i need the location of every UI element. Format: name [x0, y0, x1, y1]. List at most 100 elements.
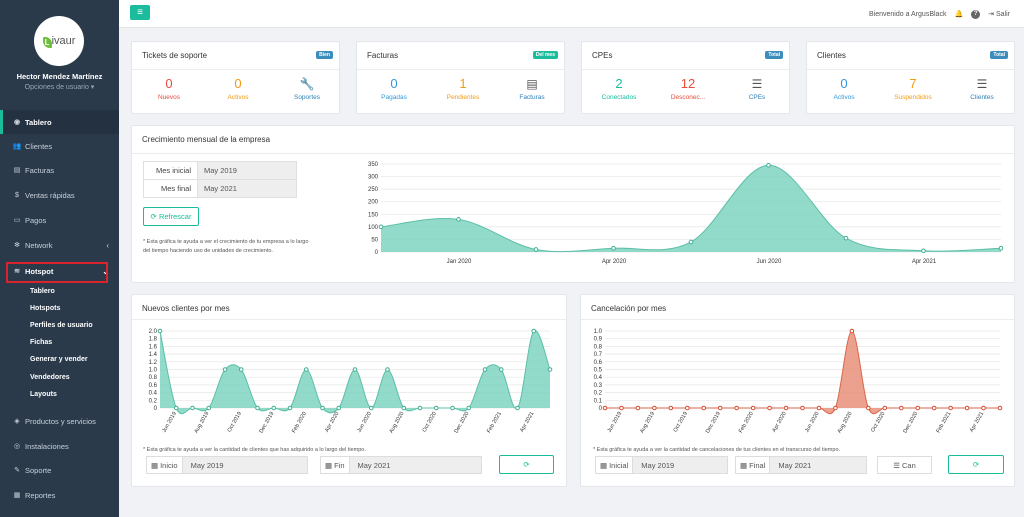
growth-note: * Esta gráfica te ayuda a ver el crecimi… — [143, 239, 309, 254]
stat-item[interactable]: 12 Desconec... — [655, 77, 721, 102]
data-point — [684, 405, 690, 411]
stat-card-badge: Bien — [316, 51, 333, 59]
data-point — [271, 405, 277, 411]
refresh-button[interactable]: ⟳ Refrescar — [143, 207, 199, 226]
data-point — [767, 405, 772, 411]
end-month-label: Mes final — [143, 179, 198, 198]
sidebar-item-instalaciones[interactable]: ◎ Instalaciones — [13, 441, 69, 451]
stat-item[interactable]: 0 Activos — [205, 77, 271, 102]
cancel-end-input[interactable]: May 2021 — [770, 456, 868, 474]
sidebar-subitem-perfiles[interactable]: Perfiles de usuario — [30, 322, 93, 329]
stat-item[interactable]: ☰ CPEs — [724, 77, 790, 101]
y-tick-label: 2.0 — [149, 329, 158, 335]
stat-value: 7 — [909, 76, 917, 91]
new-clients-end-input[interactable]: May 2021 — [349, 456, 482, 474]
new-clients-end[interactable]: ▦ Fin May 2021 — [320, 456, 482, 474]
sidebar-subitem-hotspots[interactable]: Hotspots — [30, 305, 61, 312]
y-tick-label: 0.2 — [594, 391, 603, 397]
data-point — [368, 405, 374, 411]
start-month-label: Mes inicial — [143, 161, 198, 180]
calendar-icon: ▦ — [740, 460, 748, 470]
data-point — [378, 224, 384, 230]
sidebar-item-tablero[interactable]: ◉ Tablero — [0, 110, 119, 134]
sidebar-item-soporte[interactable]: ✎ Soporte — [0, 458, 119, 482]
bell-icon[interactable]: 🔔 — [954, 11, 964, 18]
sidebar-item-reportes[interactable]: ▦ Reportes — [13, 490, 56, 500]
y-tick-label: 0.8 — [149, 375, 158, 381]
sidebar-subitem-vendedores[interactable]: Vendedores — [30, 374, 70, 381]
stat-item[interactable]: 2 Conectados — [586, 77, 652, 102]
sidebar-subitem-fichas[interactable]: Fichas — [30, 339, 53, 346]
area-fill — [381, 165, 1001, 252]
new-clients-note: * Esta gráfica te ayuda a ver la cantida… — [143, 447, 366, 453]
sidebar-item-productos[interactable]: ◈ Productos y servicios — [0, 409, 119, 433]
x-tick-label: Dec 2020 — [454, 411, 471, 434]
y-tick-label: 0.4 — [149, 391, 158, 397]
y-tick-label: 0.1 — [594, 398, 603, 404]
stat-card: Clientes Total 0 Activos 7 Suspendidos ☰ Clie… — [806, 41, 1015, 114]
data-point — [303, 367, 309, 372]
stat-item[interactable]: 0 Nuevos — [136, 77, 202, 102]
user-options-menu[interactable]: Opciones de usuario ▾ — [24, 84, 95, 91]
new-clients-start[interactable]: ▦ Inicio May 2019 — [146, 456, 308, 474]
data-point — [734, 405, 739, 411]
cancel-start-input[interactable]: May 2019 — [633, 456, 729, 474]
stat-label: Conectados — [601, 94, 637, 101]
sidebar-subitem-tablero[interactable]: Tablero — [30, 288, 55, 295]
stat-item[interactable]: 🔧 Soportes — [274, 77, 340, 101]
stat-label: Facturas — [519, 94, 545, 101]
sidebar-item-network[interactable]: ✻ Network ‹ — [0, 233, 119, 257]
welcome-text: Bienvenido a ArgusBlack — [869, 10, 947, 18]
stat-item[interactable]: ▤ Facturas — [499, 77, 565, 101]
x-tick-label: Jun 2020 — [757, 259, 782, 265]
data-point — [843, 235, 849, 241]
sidebar-item-clientes[interactable]: 👥 Clientes — [12, 141, 53, 151]
network-icon: ✻ — [14, 242, 20, 249]
x-tick-label: Aug 2019 — [194, 411, 211, 434]
y-tick-label: 300 — [368, 175, 379, 181]
stat-item[interactable]: 0 Pagadas — [361, 77, 427, 102]
menu-toggle-button[interactable]: ≡ — [130, 5, 150, 20]
y-tick-label: 1.2 — [149, 360, 158, 366]
cancel-chart: 0 0.10.2 0.3 0.40.5 0.6 0.7 0.80.9 1.0 Jun 2019 A… — [594, 328, 1003, 434]
x-tick-label: Aug 2020 — [837, 411, 854, 434]
sidebar-item-hotspot[interactable]: ≋ Hotspot ⌄ — [0, 259, 119, 283]
start-month-input[interactable]: May 2019 — [197, 161, 297, 180]
list-icon: ☰ — [893, 460, 900, 470]
cancel-extra-select[interactable]: ☰ Can — [877, 456, 932, 474]
cancel-start[interactable]: ▦ Inicial May 2019 — [595, 456, 729, 474]
sidebar-item-facturas[interactable]: ▤ Facturas — [13, 165, 55, 175]
cancel-refresh-button[interactable]: ⟳ — [948, 455, 1004, 474]
sidebar-item-pagos[interactable]: ▭ Pagos — [13, 215, 47, 225]
stat-item[interactable]: 0 Activos — [811, 77, 877, 102]
y-tick-label: 1.0 — [594, 329, 603, 335]
stat-item[interactable]: ☰ Clientes — [949, 77, 1015, 101]
data-point — [816, 405, 822, 411]
data-point — [898, 405, 904, 411]
series-line — [605, 330, 1000, 415]
refresh-icon: ⟳ — [150, 212, 157, 221]
data-point — [783, 405, 789, 411]
data-point — [320, 405, 325, 411]
end-month-input[interactable]: May 2021 — [197, 179, 297, 198]
data-point — [688, 239, 694, 245]
data-point — [619, 405, 624, 411]
data-point — [921, 248, 926, 254]
report-icon: ▦ — [13, 492, 21, 499]
help-icon[interactable]: ? — [971, 9, 981, 19]
stat-label: Suspendidos — [894, 94, 932, 101]
new-clients-start-input[interactable]: May 2019 — [182, 456, 308, 474]
logout-button[interactable]: ⇥ Salir — [988, 11, 1010, 18]
x-tick-label: Jun 2020 — [804, 411, 821, 434]
stat-label: Nuevos — [157, 94, 181, 101]
stat-item[interactable]: 7 Suspendidos — [880, 76, 946, 102]
sidebar-subitem-layouts[interactable]: Layouts — [30, 391, 57, 398]
data-point — [401, 405, 407, 411]
data-point — [833, 405, 838, 411]
sidebar-item-ventas-rapidas[interactable]: $ Ventas rápidas — [0, 183, 119, 207]
area-fill — [605, 331, 1000, 414]
stat-item[interactable]: 1 Pendientes — [430, 77, 496, 102]
new-clients-refresh-button[interactable]: ⟳ — [499, 455, 554, 474]
cancel-end[interactable]: ▦ Final May 2021 — [735, 456, 868, 474]
sidebar-subitem-generar[interactable]: Generar y vender — [30, 356, 88, 363]
